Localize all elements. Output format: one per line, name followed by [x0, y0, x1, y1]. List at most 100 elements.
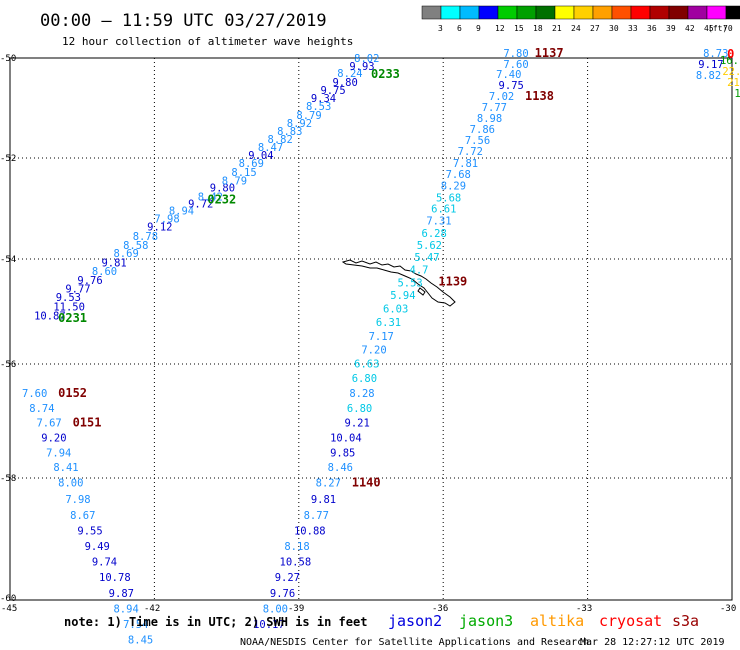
wave-height-value: 8.69: [113, 248, 138, 260]
wave-height-value: 6.80: [347, 403, 372, 415]
scale-label: 24: [571, 24, 581, 33]
wave-height-value: 9.75: [499, 80, 524, 92]
wave-height-value: 7.94: [46, 447, 71, 459]
wave-height-value: 8.41: [53, 462, 78, 474]
lon-label: -30: [720, 604, 736, 614]
wave-height-value: 9.17: [698, 59, 723, 71]
scale-swatch: [497, 5, 518, 20]
wave-height-value: 5.68: [436, 192, 461, 204]
wave-height-value: 9.72: [188, 198, 213, 210]
wave-height-value: 8.94: [169, 206, 194, 218]
scale-label: 30: [609, 24, 619, 33]
pass-time-label: 0151: [73, 416, 102, 430]
wave-height-value: 10.88: [294, 525, 326, 537]
wave-height-value: 9.04: [248, 150, 273, 162]
wave-height-value: 9.87: [109, 588, 134, 600]
scale-label: 15: [514, 24, 524, 33]
legend-jason3: jason3: [459, 612, 513, 630]
wave-height-value: 16.1: [720, 55, 740, 67]
lat-label: -52: [0, 154, 16, 164]
wave-height-value: 5.62: [417, 240, 442, 252]
wave-height-value: 6.28: [422, 228, 447, 240]
pass-time-label: 0152: [58, 386, 87, 400]
scale-unit: (ft): [708, 24, 727, 33]
wave-height-value: 7.81: [453, 158, 478, 170]
wave-height-value: 8.69: [239, 158, 264, 170]
wave-height-value: 9.34: [311, 93, 336, 105]
pass-time-label: 1140: [352, 475, 381, 489]
wave-height-value: 8.29: [441, 180, 466, 192]
wave-height-value: 8.15: [231, 167, 256, 179]
wave-height-value: 10.17: [253, 619, 285, 631]
scale-label: 6: [457, 24, 462, 33]
wave-height-value: 9.21: [345, 418, 370, 430]
wave-height-value: 9.27: [275, 572, 300, 584]
scale-label: 12: [495, 24, 505, 33]
scale-label: 21: [552, 24, 562, 33]
wave-height-value: 8.73: [703, 48, 728, 60]
wave-height-value: 9.76: [270, 588, 295, 600]
wave-height-value: 8.78: [133, 231, 158, 243]
wave-height-value: 8.77: [304, 510, 329, 522]
scale-swatch: [725, 5, 740, 20]
scale-swatch: [554, 5, 575, 20]
wave-height-value: 6.63: [354, 358, 379, 370]
wave-height-value: 4.7: [410, 265, 429, 277]
wave-height-value: 8.24: [337, 68, 362, 80]
scale-label: 39: [666, 24, 676, 33]
wave-height-value: 9.20: [41, 433, 66, 445]
wave-height-value: 11.50: [53, 301, 85, 313]
pass-time-label: 1138: [525, 89, 554, 103]
lon-label: -39: [288, 604, 304, 614]
wave-height-value: 9.81: [101, 257, 126, 269]
units-note: note: 1) Time is in UTC; 2) SWH is in fe…: [64, 615, 367, 629]
wave-height-value: 8.60: [92, 266, 117, 278]
pass-time-labels: 0233 0232 0231 1137 1138 1139 1140 0152 0151 0: [58, 46, 734, 489]
wave-height-value: 9.93: [349, 61, 374, 73]
wave-height-value: 9.49: [85, 541, 110, 553]
wave-height-value: 7.31: [426, 216, 451, 228]
wave-height-value: 8.53: [306, 101, 331, 113]
wave-height-value: 8.47: [258, 142, 283, 154]
wave-height-value: 8.74: [29, 403, 54, 415]
wave-height-value: 6.61: [431, 204, 456, 216]
wave-height-value: 10.58: [280, 557, 312, 569]
wave-height-value: 10.87: [34, 310, 66, 322]
scale-swatch: [516, 5, 537, 20]
pass-time-label: 0232: [207, 192, 236, 206]
wave-height-value: 8.58: [123, 240, 148, 252]
legend-s3a: s3a: [672, 612, 699, 630]
wave-height-value: 7.98: [154, 214, 179, 226]
wave-height-value: 5.94: [390, 290, 415, 302]
wave-height-value: 18: [734, 88, 740, 100]
pass-time-label: 0: [727, 47, 734, 61]
wave-height-value: 7.56: [465, 135, 490, 147]
wave-height-value: 7.02: [489, 91, 514, 103]
wave-height-value: 9.53: [56, 292, 81, 304]
pass-time-label: 1137: [535, 46, 564, 60]
wave-height-value: 8.94: [113, 603, 138, 615]
lat-label: -56: [0, 360, 16, 370]
lon-label: -33: [576, 604, 592, 614]
wave-height-value: 8.42: [198, 191, 223, 203]
lon-label: -45: [1, 604, 17, 614]
scale-swatch: [459, 5, 480, 20]
wave-height-value: 8.82: [268, 134, 293, 146]
scale-label: 33: [628, 24, 638, 33]
scale-label: 42: [685, 24, 695, 33]
wave-height-value: 8.79: [296, 110, 321, 122]
footer-timestamp: Mar 28 12:27:12 UTC 2019: [580, 637, 725, 648]
scale-label: 3: [438, 24, 443, 33]
scale-label: 45: [704, 24, 714, 33]
scale-swatch: [592, 5, 613, 20]
scale-label: 9: [476, 24, 481, 33]
wave-height-value: 8.45: [128, 635, 153, 647]
scale-swatch: [668, 5, 689, 20]
wave-height-value: 9.77: [65, 284, 90, 296]
wave-height-value: 8.00: [263, 603, 288, 615]
wave-height-value: 7.20: [361, 345, 386, 357]
wave-height-value: 8.92: [287, 118, 312, 130]
scale-swatch: [706, 5, 727, 20]
pass-time-label: 1139: [438, 274, 467, 288]
pass-time-label: 0233: [371, 67, 400, 81]
